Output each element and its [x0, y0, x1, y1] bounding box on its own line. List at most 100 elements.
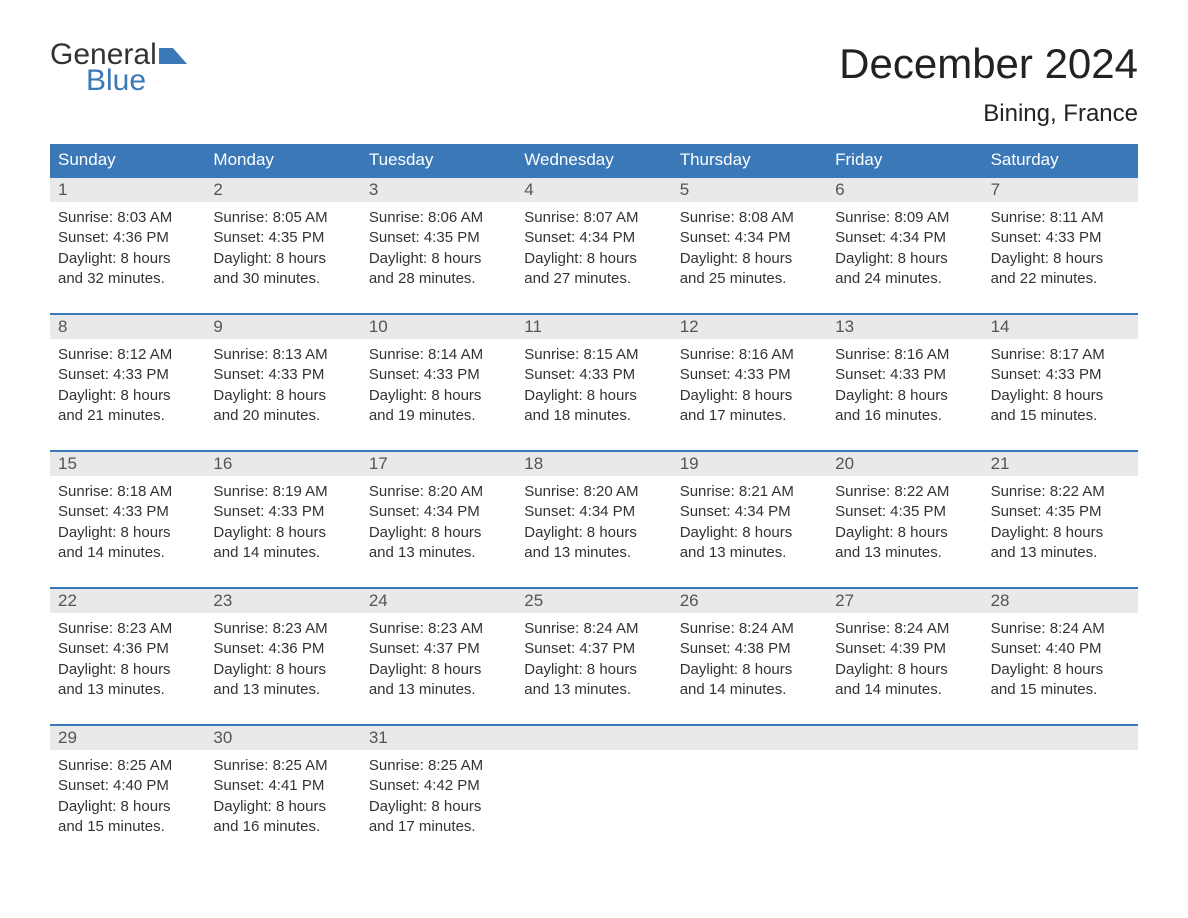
calendar-day-content: Sunrise: 8:20 AMSunset: 4:34 PMDaylight:…	[516, 476, 671, 573]
sunset-line: Sunset: 4:34 PM	[835, 228, 974, 248]
calendar-day-content: Sunrise: 8:05 AMSunset: 4:35 PMDaylight:…	[205, 202, 360, 299]
sunset-line: Sunset: 4:34 PM	[680, 228, 819, 248]
calendar-week: 1234567Sunrise: 8:03 AMSunset: 4:36 PMDa…	[50, 176, 1138, 299]
header-row: General Blue December 2024	[50, 40, 1138, 96]
calendar-header-cell: Friday	[827, 144, 982, 176]
calendar-day-number: 18	[516, 452, 671, 476]
calendar-day-content: Sunrise: 8:23 AMSunset: 4:36 PMDaylight:…	[50, 613, 205, 710]
calendar-day-content: Sunrise: 8:16 AMSunset: 4:33 PMDaylight:…	[672, 339, 827, 436]
calendar-day-number: 11	[516, 315, 671, 339]
calendar-day-number: 30	[205, 726, 360, 750]
calendar-day-number: 22	[50, 589, 205, 613]
daylight-line: Daylight: 8 hours and 14 minutes.	[835, 660, 974, 701]
sunset-line: Sunset: 4:37 PM	[369, 639, 508, 659]
calendar-day-content: Sunrise: 8:07 AMSunset: 4:34 PMDaylight:…	[516, 202, 671, 299]
daylight-line: Daylight: 8 hours and 27 minutes.	[524, 249, 663, 290]
daylight-line: Daylight: 8 hours and 14 minutes.	[213, 523, 352, 564]
sunrise-line: Sunrise: 8:19 AM	[213, 482, 352, 502]
sunset-line: Sunset: 4:33 PM	[991, 365, 1130, 385]
sunrise-line: Sunrise: 8:24 AM	[991, 619, 1130, 639]
page-title: December 2024	[839, 40, 1138, 88]
daylight-line: Daylight: 8 hours and 13 minutes.	[58, 660, 197, 701]
sunset-line: Sunset: 4:34 PM	[524, 502, 663, 522]
calendar-day-content: Sunrise: 8:19 AMSunset: 4:33 PMDaylight:…	[205, 476, 360, 573]
sunset-line: Sunset: 4:36 PM	[58, 639, 197, 659]
sunset-line: Sunset: 4:36 PM	[213, 639, 352, 659]
daylight-line: Daylight: 8 hours and 13 minutes.	[524, 660, 663, 701]
calendar-week: 22232425262728Sunrise: 8:23 AMSunset: 4:…	[50, 587, 1138, 710]
daylight-line: Daylight: 8 hours and 22 minutes.	[991, 249, 1130, 290]
daylight-line: Daylight: 8 hours and 14 minutes.	[58, 523, 197, 564]
sunset-line: Sunset: 4:33 PM	[835, 365, 974, 385]
daylight-line: Daylight: 8 hours and 13 minutes.	[213, 660, 352, 701]
sunset-line: Sunset: 4:36 PM	[58, 228, 197, 248]
daylight-line: Daylight: 8 hours and 21 minutes.	[58, 386, 197, 427]
calendar-day-content: Sunrise: 8:23 AMSunset: 4:37 PMDaylight:…	[361, 613, 516, 710]
sunrise-line: Sunrise: 8:17 AM	[991, 345, 1130, 365]
calendar-day-number: 17	[361, 452, 516, 476]
sunset-line: Sunset: 4:39 PM	[835, 639, 974, 659]
calendar-day-number	[672, 726, 827, 750]
sunrise-line: Sunrise: 8:23 AM	[213, 619, 352, 639]
calendar-day-content	[516, 750, 671, 847]
sunrise-line: Sunrise: 8:25 AM	[369, 756, 508, 776]
sunset-line: Sunset: 4:33 PM	[680, 365, 819, 385]
calendar-day-number: 20	[827, 452, 982, 476]
sunrise-line: Sunrise: 8:20 AM	[524, 482, 663, 502]
sunset-line: Sunset: 4:34 PM	[369, 502, 508, 522]
sunrise-line: Sunrise: 8:03 AM	[58, 208, 197, 228]
sunrise-line: Sunrise: 8:23 AM	[58, 619, 197, 639]
sunset-line: Sunset: 4:41 PM	[213, 776, 352, 796]
daylight-line: Daylight: 8 hours and 32 minutes.	[58, 249, 197, 290]
sunset-line: Sunset: 4:34 PM	[524, 228, 663, 248]
calendar-day-number: 3	[361, 178, 516, 202]
daylight-line: Daylight: 8 hours and 15 minutes.	[991, 660, 1130, 701]
daylight-line: Daylight: 8 hours and 24 minutes.	[835, 249, 974, 290]
calendar-day-content: Sunrise: 8:15 AMSunset: 4:33 PMDaylight:…	[516, 339, 671, 436]
calendar-day-content: Sunrise: 8:11 AMSunset: 4:33 PMDaylight:…	[983, 202, 1138, 299]
daylight-line: Daylight: 8 hours and 13 minutes.	[369, 660, 508, 701]
sunrise-line: Sunrise: 8:09 AM	[835, 208, 974, 228]
sunrise-line: Sunrise: 8:08 AM	[680, 208, 819, 228]
calendar-day-content: Sunrise: 8:14 AMSunset: 4:33 PMDaylight:…	[361, 339, 516, 436]
sunset-line: Sunset: 4:33 PM	[369, 365, 508, 385]
calendar-day-number: 26	[672, 589, 827, 613]
calendar-day-number: 16	[205, 452, 360, 476]
calendar-day-content: Sunrise: 8:21 AMSunset: 4:34 PMDaylight:…	[672, 476, 827, 573]
daylight-line: Daylight: 8 hours and 20 minutes.	[213, 386, 352, 427]
calendar-day-number: 29	[50, 726, 205, 750]
sunset-line: Sunset: 4:33 PM	[58, 365, 197, 385]
daylight-line: Daylight: 8 hours and 30 minutes.	[213, 249, 352, 290]
sunrise-line: Sunrise: 8:24 AM	[680, 619, 819, 639]
calendar-day-content	[827, 750, 982, 847]
sunrise-line: Sunrise: 8:06 AM	[369, 208, 508, 228]
calendar-day-number: 10	[361, 315, 516, 339]
calendar-day-content: Sunrise: 8:24 AMSunset: 4:38 PMDaylight:…	[672, 613, 827, 710]
daylight-line: Daylight: 8 hours and 17 minutes.	[369, 797, 508, 838]
daylight-line: Daylight: 8 hours and 13 minutes.	[524, 523, 663, 564]
calendar-day-number: 4	[516, 178, 671, 202]
calendar-day-number: 24	[361, 589, 516, 613]
sunset-line: Sunset: 4:34 PM	[680, 502, 819, 522]
calendar-day-number: 6	[827, 178, 982, 202]
calendar-day-content: Sunrise: 8:23 AMSunset: 4:36 PMDaylight:…	[205, 613, 360, 710]
daylight-line: Daylight: 8 hours and 14 minutes.	[680, 660, 819, 701]
sunrise-line: Sunrise: 8:20 AM	[369, 482, 508, 502]
calendar-day-content: Sunrise: 8:25 AMSunset: 4:41 PMDaylight:…	[205, 750, 360, 847]
daylight-line: Daylight: 8 hours and 19 minutes.	[369, 386, 508, 427]
sunrise-line: Sunrise: 8:11 AM	[991, 208, 1130, 228]
sunset-line: Sunset: 4:33 PM	[524, 365, 663, 385]
daylight-line: Daylight: 8 hours and 13 minutes.	[991, 523, 1130, 564]
calendar-day-content: Sunrise: 8:24 AMSunset: 4:39 PMDaylight:…	[827, 613, 982, 710]
calendar-day-number: 13	[827, 315, 982, 339]
sunrise-line: Sunrise: 8:16 AM	[680, 345, 819, 365]
sunset-line: Sunset: 4:35 PM	[369, 228, 508, 248]
calendar-day-content: Sunrise: 8:24 AMSunset: 4:37 PMDaylight:…	[516, 613, 671, 710]
calendar-day-number: 31	[361, 726, 516, 750]
calendar: SundayMondayTuesdayWednesdayThursdayFrid…	[50, 144, 1138, 847]
sunset-line: Sunset: 4:40 PM	[991, 639, 1130, 659]
calendar-day-content: Sunrise: 8:06 AMSunset: 4:35 PMDaylight:…	[361, 202, 516, 299]
daylight-line: Daylight: 8 hours and 17 minutes.	[680, 386, 819, 427]
calendar-week: 891011121314Sunrise: 8:12 AMSunset: 4:33…	[50, 313, 1138, 436]
daylight-line: Daylight: 8 hours and 13 minutes.	[369, 523, 508, 564]
